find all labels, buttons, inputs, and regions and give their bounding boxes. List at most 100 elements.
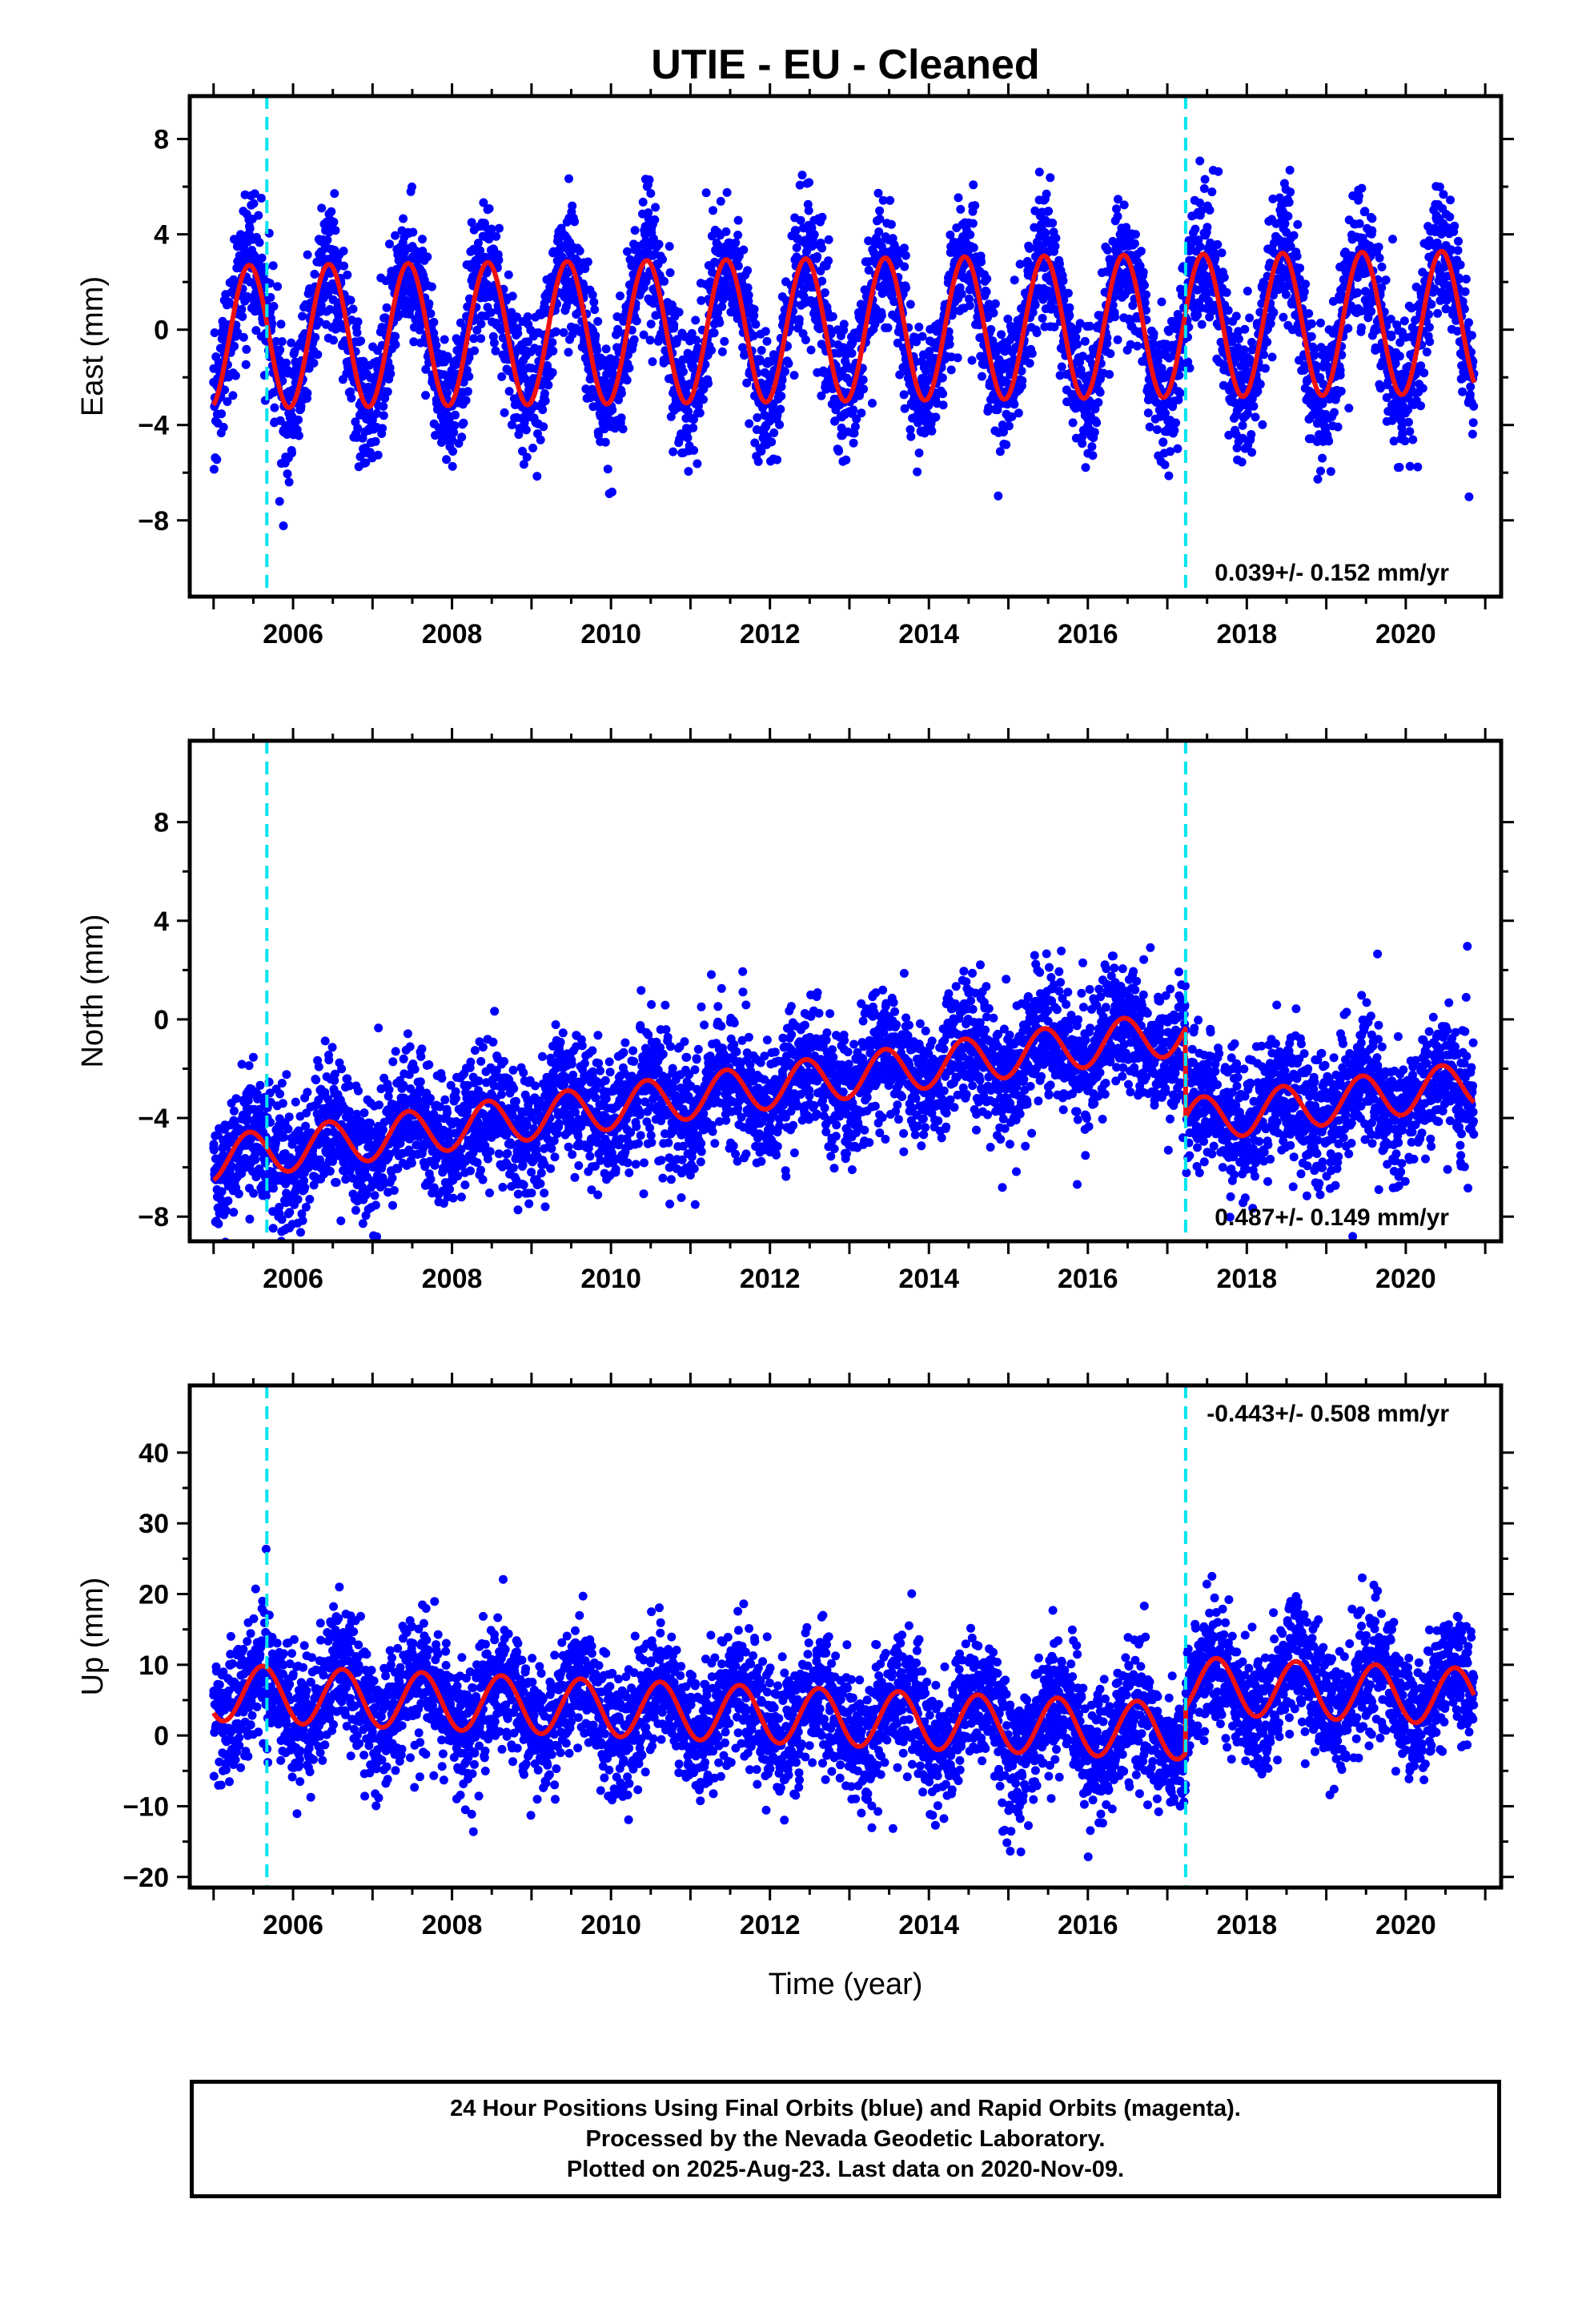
east-data-point <box>1468 418 1478 428</box>
east-data-point <box>1403 417 1413 427</box>
east-data-point <box>1195 198 1205 207</box>
east-data-point <box>1058 276 1068 286</box>
east-data-point <box>559 328 568 337</box>
east-data-point <box>432 340 441 350</box>
east-data-point <box>684 407 693 416</box>
east-data-point <box>957 289 966 299</box>
east-data-point <box>1152 425 1162 434</box>
east-data-point <box>317 203 327 213</box>
east-data-point <box>1281 290 1291 300</box>
east-data-point <box>674 308 684 317</box>
east-data-point <box>917 332 927 341</box>
east-data-point <box>1439 190 1448 199</box>
east-data-point <box>303 250 312 259</box>
east-data-point <box>1113 335 1122 344</box>
east-data-point <box>1247 337 1256 347</box>
east-data-point <box>813 251 822 261</box>
east-rate-label: 0.039+/- 0.152 mm/yr <box>1215 560 1449 586</box>
east-data-point <box>1073 340 1082 349</box>
east-data-point <box>1318 453 1327 463</box>
east-data-point <box>1090 428 1099 437</box>
east-data-point <box>834 446 843 456</box>
east-data-point <box>472 325 482 335</box>
east-data-point <box>895 370 905 380</box>
east-data-point <box>1395 463 1404 472</box>
east-data-point <box>1085 321 1094 331</box>
east-data-point <box>507 420 516 429</box>
east-data-point <box>945 340 954 349</box>
east-data-point <box>927 426 937 436</box>
east-data-point <box>968 219 978 228</box>
east-data-point <box>421 364 431 374</box>
east-data-point <box>848 338 857 348</box>
east-data-point <box>1238 433 1247 443</box>
east-data-point <box>886 219 896 229</box>
east-data-point <box>1245 313 1255 323</box>
east-data-point <box>1343 324 1353 333</box>
east-data-point <box>901 251 910 260</box>
east-data-point <box>316 300 326 310</box>
east-data-point <box>1164 471 1174 480</box>
east-data-point <box>1469 401 1479 411</box>
east-data-point <box>1418 384 1427 393</box>
east-data-point <box>1081 463 1090 472</box>
east-data-point <box>1464 318 1473 328</box>
east-data-point <box>648 357 657 367</box>
east-data-point <box>448 447 458 456</box>
east-data-point <box>965 294 974 304</box>
east-data-point <box>443 388 452 397</box>
east-data-point <box>233 328 243 337</box>
east-data-point <box>564 348 573 357</box>
east-data-point <box>508 292 517 301</box>
east-x-tick-label: 2008 <box>422 619 483 649</box>
east-data-point <box>273 282 283 292</box>
east-data-point <box>532 472 542 481</box>
east-data-point <box>925 347 934 356</box>
east-data-point <box>1160 460 1170 469</box>
east-data-point <box>789 371 799 380</box>
east-data-point <box>1065 311 1074 320</box>
east-data-point <box>946 230 955 239</box>
east-data-point <box>439 370 448 380</box>
east-data-point <box>588 290 597 300</box>
east-x-tick-label: 2010 <box>580 619 641 649</box>
east-data-point <box>841 455 851 464</box>
east-data-point <box>1330 408 1339 417</box>
east-data-point <box>329 336 338 345</box>
east-data-point <box>1377 262 1387 271</box>
east-data-point <box>352 328 362 337</box>
east-data-point <box>1424 323 1434 332</box>
east-data-point <box>1231 312 1241 321</box>
east-data-point <box>1285 166 1295 175</box>
east-data-point <box>1018 376 1027 385</box>
east-data-point <box>1419 368 1429 378</box>
east-data-point <box>479 198 488 207</box>
east-data-point <box>946 365 956 375</box>
east-data-point <box>536 435 545 444</box>
east-data-point <box>244 292 254 302</box>
east-data-point <box>237 304 247 314</box>
east-data-point <box>1044 207 1054 216</box>
east-data-point <box>1460 287 1470 296</box>
east-data-point <box>382 303 391 312</box>
panels-group: 2006 2008 2010 2012 2014 2016 2018 2020840−4−8E… <box>76 83 1514 1940</box>
east-data-point <box>1433 308 1443 318</box>
east-data-point <box>591 331 600 340</box>
east-data-point <box>603 464 612 474</box>
east-data-point <box>645 336 655 345</box>
east-data-point <box>1042 189 1051 199</box>
east-data-point <box>1357 183 1367 193</box>
east-data-point <box>817 243 827 253</box>
east-data-point <box>820 288 829 297</box>
east-data-point <box>622 376 632 385</box>
north-data-point <box>217 1293 226 1301</box>
east-data-point <box>220 385 230 395</box>
east-data-point <box>219 423 228 432</box>
east-data-point <box>1249 401 1259 411</box>
east-data-point <box>583 257 592 267</box>
east-data-point <box>257 253 267 263</box>
panel-east: 2006 2008 2010 2012 2014 2016 2018 2020840−4−8E… <box>76 83 1514 649</box>
east-data-point <box>391 231 400 240</box>
east-data-point <box>1237 457 1247 467</box>
